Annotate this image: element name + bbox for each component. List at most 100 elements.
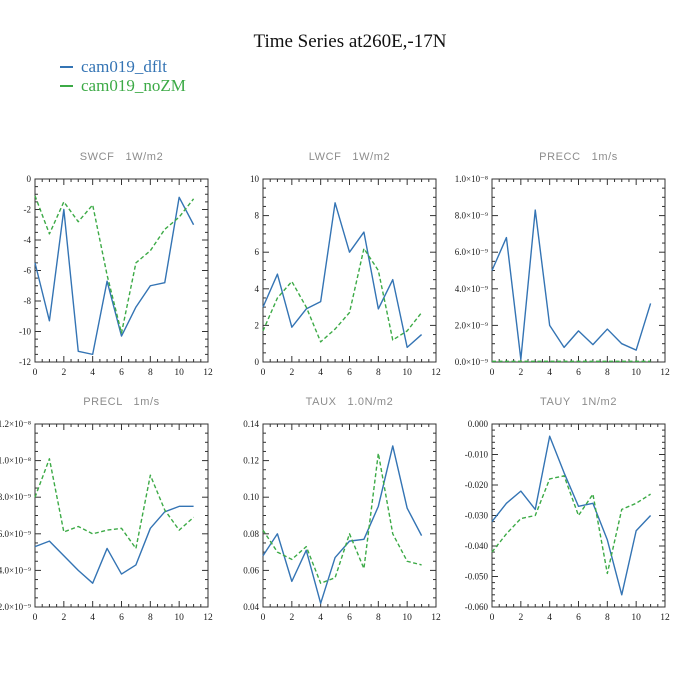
svg-text:-10: -10 bbox=[19, 327, 31, 337]
svg-text:8: 8 bbox=[255, 211, 260, 221]
svg-text:6: 6 bbox=[347, 613, 352, 623]
svg-text:0: 0 bbox=[27, 174, 32, 184]
svg-text:-0.060: -0.060 bbox=[465, 602, 489, 612]
svg-text:0: 0 bbox=[261, 368, 266, 378]
svg-text:8: 8 bbox=[605, 368, 610, 378]
subplot-title-precc: PRECC 1m/s bbox=[539, 151, 618, 163]
svg-text:0.000: 0.000 bbox=[468, 419, 489, 429]
svg-text:0: 0 bbox=[490, 613, 495, 623]
svg-text:12: 12 bbox=[203, 613, 213, 623]
svg-text:-0.050: -0.050 bbox=[465, 572, 489, 582]
svg-text:8.0×10⁻⁹: 8.0×10⁻⁹ bbox=[0, 492, 31, 502]
svg-text:6: 6 bbox=[119, 613, 124, 623]
svg-text:2: 2 bbox=[289, 613, 294, 623]
svg-text:-0.010: -0.010 bbox=[465, 450, 489, 460]
legend-line-swatch bbox=[60, 84, 73, 87]
series-cam019_noZM bbox=[262, 452, 422, 584]
svg-text:-4: -4 bbox=[24, 235, 32, 245]
series-cam019_noZM bbox=[34, 458, 195, 550]
svg-text:0: 0 bbox=[33, 368, 38, 378]
svg-text:12: 12 bbox=[660, 613, 670, 623]
svg-text:8: 8 bbox=[148, 368, 153, 378]
svg-text:0: 0 bbox=[255, 357, 260, 367]
svg-text:4: 4 bbox=[255, 284, 260, 294]
svg-text:-8: -8 bbox=[24, 296, 32, 306]
svg-text:4: 4 bbox=[90, 613, 95, 623]
svg-text:1.0×10⁻⁸: 1.0×10⁻⁸ bbox=[0, 456, 31, 466]
svg-text:2: 2 bbox=[61, 613, 66, 623]
svg-text:-0.040: -0.040 bbox=[465, 541, 489, 551]
svg-text:1.0×10⁻⁸: 1.0×10⁻⁸ bbox=[455, 174, 488, 184]
plot-lwcf: 0 2 4 6 8 10 12 10 8 6 4 2 0 bbox=[250, 174, 441, 378]
svg-text:10: 10 bbox=[174, 368, 184, 378]
series-cam019_dflt bbox=[491, 435, 652, 596]
svg-text:6: 6 bbox=[576, 368, 581, 378]
legend-label: cam019_dflt bbox=[81, 57, 167, 76]
svg-text:4.0×10⁻⁹: 4.0×10⁻⁹ bbox=[455, 284, 488, 294]
svg-text:8: 8 bbox=[376, 613, 381, 623]
plot-precc: 0 2 4 6 8 10 12 1.0×10⁻⁸ 8.0×10⁻⁹ 6.0×10⁻⁹ 4.0×10⁻… bbox=[455, 174, 670, 378]
series-cam019_noZM bbox=[491, 475, 651, 575]
svg-text:-12: -12 bbox=[19, 357, 31, 367]
series-cam019_dflt bbox=[491, 209, 652, 360]
svg-text:6: 6 bbox=[255, 247, 260, 257]
plot-swcf: 0 2 4 6 8 10 12 0 -2 -4 -6 -8 -10 -12 bbox=[19, 174, 213, 378]
svg-text:8: 8 bbox=[148, 613, 153, 623]
svg-text:0: 0 bbox=[490, 368, 495, 378]
subplot-title-taux: TAUX 1.0N/m2 bbox=[305, 396, 394, 408]
svg-text:2: 2 bbox=[518, 613, 523, 623]
series-cam019_dflt bbox=[34, 505, 194, 584]
svg-text:10: 10 bbox=[631, 368, 641, 378]
svg-text:0.08: 0.08 bbox=[243, 529, 259, 539]
svg-text:12: 12 bbox=[431, 613, 441, 623]
svg-text:6.0×10⁻⁹: 6.0×10⁻⁹ bbox=[455, 247, 488, 257]
svg-text:0.0×10⁻⁹: 0.0×10⁻⁹ bbox=[455, 357, 488, 367]
svg-text:10: 10 bbox=[174, 613, 184, 623]
subplot-title-precl: PRECL 1m/s bbox=[83, 396, 160, 408]
svg-text:0.14: 0.14 bbox=[243, 419, 259, 429]
svg-text:10: 10 bbox=[402, 613, 412, 623]
svg-text:10: 10 bbox=[631, 613, 641, 623]
svg-text:-6: -6 bbox=[24, 266, 32, 276]
svg-text:-2: -2 bbox=[24, 205, 32, 215]
svg-text:4: 4 bbox=[547, 368, 552, 378]
svg-text:2: 2 bbox=[61, 368, 66, 378]
legend-item: cam019_dflt bbox=[60, 57, 186, 76]
svg-text:4: 4 bbox=[547, 613, 552, 623]
svg-text:12: 12 bbox=[660, 368, 670, 378]
plot-precl: 0 2 4 6 8 10 12 1.2×10⁻⁸ 1.0×10⁻⁸ 8.0×10⁻⁹ 6.0×10⁻… bbox=[0, 419, 213, 623]
svg-text:6: 6 bbox=[119, 368, 124, 378]
svg-text:1.2×10⁻⁸: 1.2×10⁻⁸ bbox=[0, 419, 31, 429]
subplot-title-lwcf: LWCF 1W/m2 bbox=[308, 151, 391, 163]
svg-text:4: 4 bbox=[318, 368, 323, 378]
svg-text:0.12: 0.12 bbox=[243, 456, 259, 466]
svg-text:2: 2 bbox=[518, 368, 523, 378]
legend-line-swatch bbox=[60, 65, 73, 68]
svg-text:8: 8 bbox=[605, 613, 610, 623]
svg-text:4: 4 bbox=[90, 368, 95, 378]
plot-taux: 0 2 4 6 8 10 12 0.14 0.12 0.10 0.08 0.06 0.04 bbox=[243, 419, 441, 623]
series-cam019_dflt bbox=[34, 196, 195, 356]
svg-text:2.0×10⁻⁹: 2.0×10⁻⁹ bbox=[0, 602, 31, 612]
series-cam019_dflt bbox=[262, 445, 423, 605]
svg-text:10: 10 bbox=[250, 174, 260, 184]
svg-text:2: 2 bbox=[255, 320, 260, 330]
svg-text:8.0×10⁻⁹: 8.0×10⁻⁹ bbox=[455, 211, 488, 221]
legend-label: cam019_noZM bbox=[81, 76, 186, 95]
svg-text:2: 2 bbox=[289, 368, 294, 378]
svg-text:10: 10 bbox=[402, 368, 412, 378]
svg-text:6: 6 bbox=[576, 613, 581, 623]
svg-text:-0.030: -0.030 bbox=[465, 511, 489, 521]
page-title: Time Series at260E,-17N bbox=[253, 31, 447, 52]
svg-text:4.0×10⁻⁹: 4.0×10⁻⁹ bbox=[0, 565, 31, 575]
svg-text:4: 4 bbox=[318, 613, 323, 623]
series-cam019_noZM bbox=[34, 195, 195, 334]
svg-text:2.0×10⁻⁹: 2.0×10⁻⁹ bbox=[455, 320, 488, 330]
svg-text:0.10: 0.10 bbox=[243, 492, 259, 502]
svg-text:12: 12 bbox=[203, 368, 213, 378]
svg-text:12: 12 bbox=[431, 368, 441, 378]
subplot-title-swcf: SWCF 1W/m2 bbox=[79, 151, 164, 163]
svg-text:0: 0 bbox=[33, 613, 38, 623]
subplot-title-tauy: TAUY 1N/m2 bbox=[539, 396, 618, 408]
svg-text:-0.020: -0.020 bbox=[465, 480, 489, 490]
